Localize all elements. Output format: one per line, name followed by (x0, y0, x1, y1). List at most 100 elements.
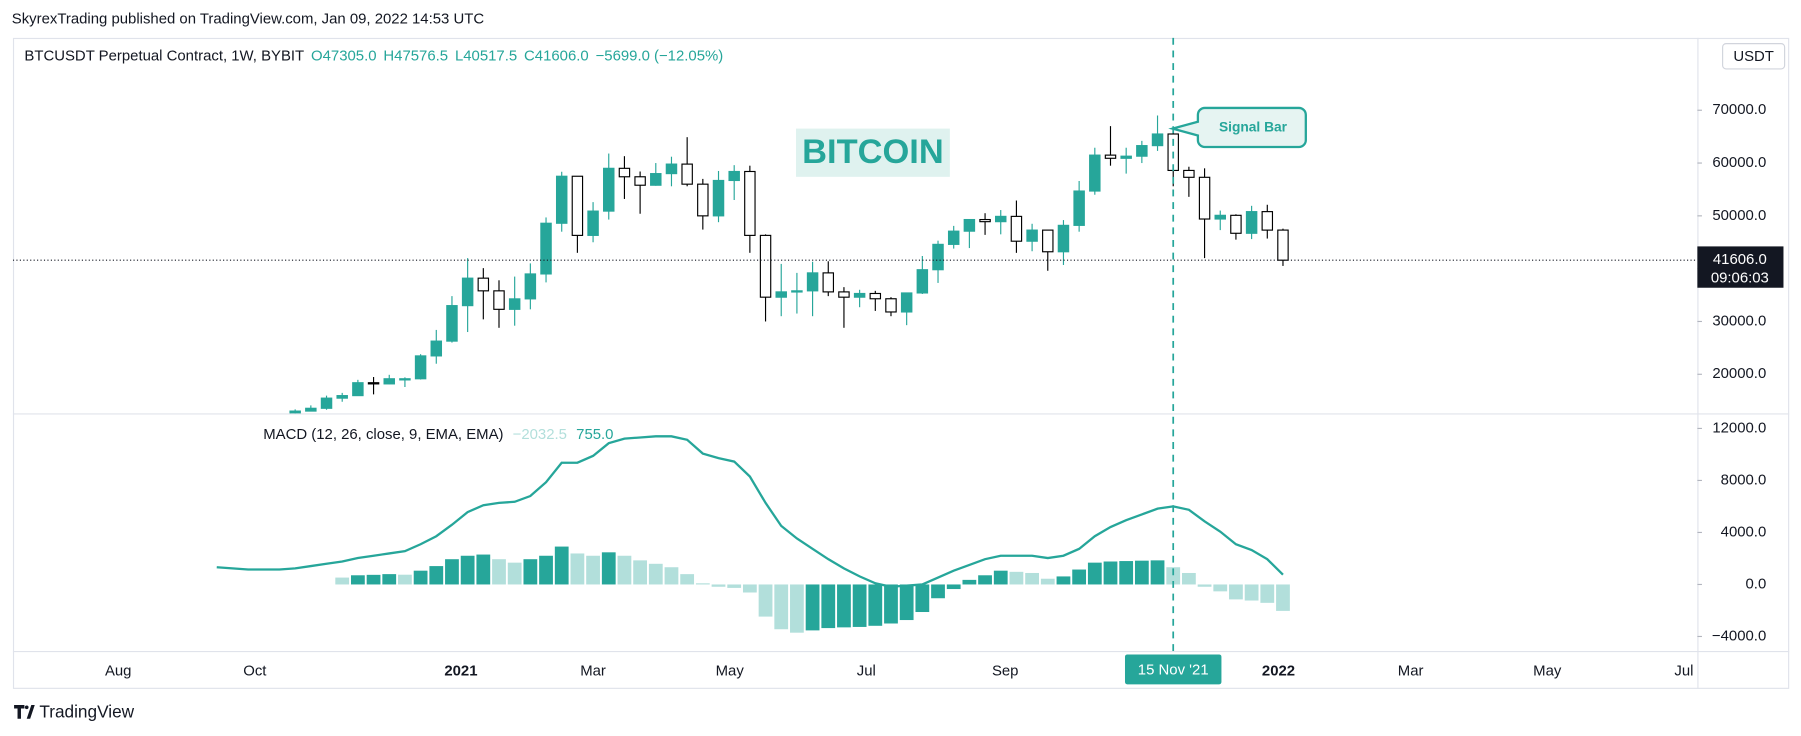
histogram-bar (680, 574, 695, 585)
candle-body (289, 410, 301, 414)
y-tick-label: 50000.0 (1712, 207, 1766, 224)
candle-body (900, 292, 913, 313)
candle-body (1245, 211, 1258, 234)
price-label-box (1697, 246, 1784, 288)
candle-body (305, 407, 317, 412)
candle-body (853, 292, 866, 298)
histogram-bar (1134, 560, 1149, 585)
macd-line (216, 435, 1284, 588)
legend-change: −5699.0 (−12.05%) (596, 47, 724, 64)
candle-body (665, 163, 678, 175)
x-tick-label: Mar (580, 663, 606, 680)
candle-body (1104, 154, 1117, 159)
y-tick-label: −4000.0 (1712, 627, 1766, 644)
candle-body (493, 290, 505, 310)
candle-body (728, 170, 740, 182)
histogram-bar (1260, 584, 1275, 603)
candle-body (336, 395, 348, 399)
candle-body (712, 179, 725, 217)
candle-body (916, 269, 929, 294)
candle-body (446, 305, 458, 342)
axes: 20000.030000.040000.050000.060000.070000… (1697, 101, 1784, 644)
x-tick-label: May (1533, 663, 1562, 680)
histogram-bar (1213, 584, 1228, 592)
histogram-bar (711, 584, 726, 587)
histogram-bar (790, 584, 804, 633)
candle-body (947, 230, 960, 245)
candle-body (869, 292, 882, 300)
candle-body (650, 173, 662, 186)
candle-body (524, 273, 537, 300)
x-tick-label: 2022 (1262, 663, 1295, 680)
candle-body (352, 382, 364, 397)
overlay: 15 Nov '21 (1124, 37, 1222, 685)
histogram-bar (445, 559, 459, 585)
macd-last: 755.0 (576, 426, 613, 443)
histogram-bar (758, 584, 773, 617)
histogram-bar (978, 575, 992, 585)
currency[interactable]: USDT (1733, 48, 1774, 65)
histogram-bar (570, 553, 585, 585)
candle-body (461, 277, 474, 307)
histogram-bar (852, 584, 867, 627)
histogram-bar (915, 584, 930, 613)
candle-body (1136, 145, 1148, 157)
histogram-bar (413, 570, 428, 585)
candle-body (697, 183, 709, 217)
candle-body (430, 340, 443, 357)
candle-body (806, 272, 819, 292)
countdown: 09:06:03 (1711, 269, 1769, 286)
candle-body (1010, 215, 1023, 242)
histogram-bar (742, 584, 757, 593)
histogram-bar (554, 546, 569, 585)
macd-name: MACD (12, 26, close, 9, EMA, EMA) (263, 426, 503, 443)
histogram-bar (884, 584, 898, 624)
histogram-bar (946, 584, 961, 590)
histogram-bar (837, 584, 851, 628)
candle-body (1089, 154, 1101, 192)
histogram-bar (492, 559, 506, 585)
histogram-bar (1182, 572, 1196, 585)
candle-body (540, 222, 552, 275)
histogram-bar (993, 570, 1008, 585)
histogram-bar (350, 575, 365, 585)
histogram-bar (429, 566, 444, 585)
annotation-box (796, 128, 950, 177)
y-tick-label: 12000.0 (1712, 419, 1766, 436)
histogram-bar (382, 574, 397, 585)
histogram-bar (648, 563, 663, 585)
histogram-bar (1087, 562, 1102, 585)
candle-body (1073, 190, 1085, 226)
candle-body (634, 176, 646, 186)
histogram-bar (476, 554, 491, 585)
candle-body (367, 382, 380, 385)
histogram-bar (523, 559, 538, 585)
histogram-bar (868, 584, 883, 626)
candle-body (791, 290, 803, 293)
candle-body (1277, 229, 1289, 261)
candle-body (681, 163, 693, 185)
candle-body (1230, 214, 1242, 234)
histogram-bar (1229, 584, 1243, 600)
histogram-bar (962, 579, 977, 585)
histogram-bar (821, 584, 836, 629)
brand: TradingView (39, 702, 134, 722)
crosshair-label: 15 Nov '21 (1138, 661, 1209, 678)
y-tick-label: 30000.0 (1712, 312, 1766, 329)
publish-info: SkyrexTrading published on TradingView.c… (12, 10, 485, 27)
histogram-bar (335, 577, 350, 585)
currency-box[interactable] (1722, 43, 1786, 70)
histogram-bar (366, 574, 381, 585)
x-tick-label: Mar (1398, 663, 1424, 680)
crosshair-label-box (1124, 654, 1222, 685)
histogram-bar (1056, 576, 1071, 585)
price-label: 41606.0 (1713, 251, 1767, 268)
symbol-legend: BTCUSDT Perpetual Contract, 1W, BYBIT O47… (24, 47, 723, 64)
legend-close: C41606.0 (524, 47, 589, 64)
x-tick-label: Oct (243, 663, 267, 680)
candle-body (618, 167, 631, 178)
histogram-bar (539, 555, 553, 585)
candle-body (399, 378, 411, 381)
legend-high: H47576.5 (383, 47, 448, 64)
